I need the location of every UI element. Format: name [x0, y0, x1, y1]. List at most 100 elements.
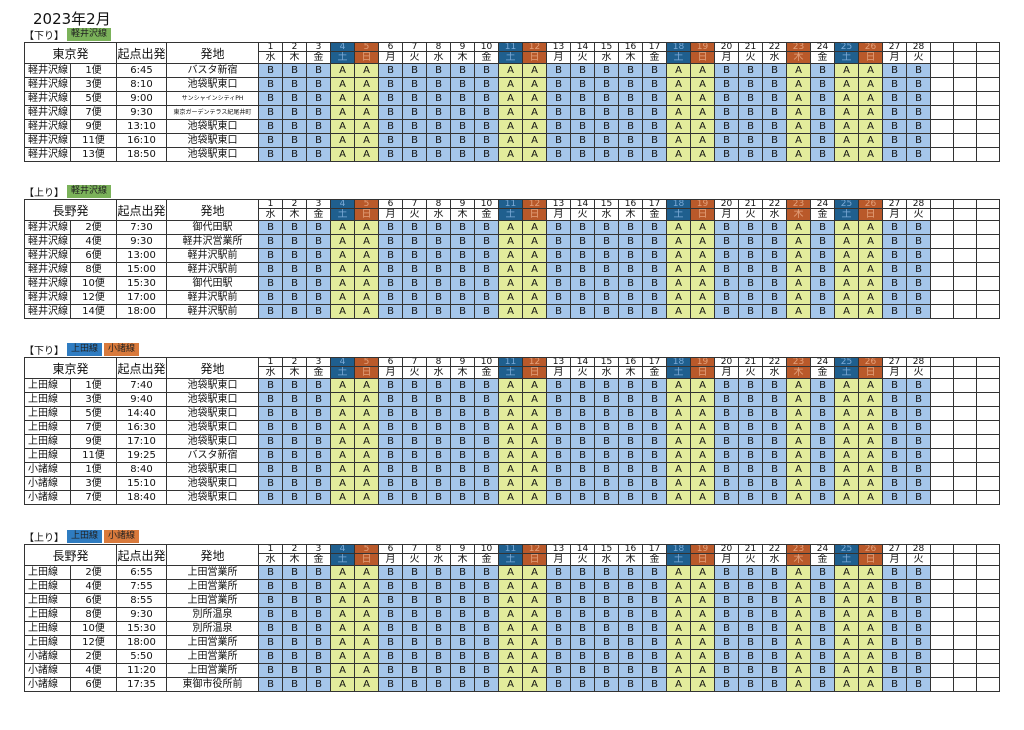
line-name: 軽井沢線 [24, 262, 71, 277]
fare-cell: B [738, 448, 763, 463]
fare-cell: B [714, 420, 739, 435]
fare-cell: B [642, 91, 667, 106]
day-number: 1 [258, 42, 283, 52]
fare-cell: A [690, 593, 715, 608]
day-number: 8 [426, 199, 451, 209]
day-number: 12 [522, 357, 547, 367]
fare-cell: B [258, 220, 283, 235]
fare-cell: A [666, 304, 691, 319]
weekday: 日 [522, 553, 547, 566]
fare-cell: B [474, 63, 499, 78]
fare-cell: B [282, 248, 307, 263]
fare-cell: A [666, 476, 691, 491]
fare-cell: B [642, 276, 667, 291]
fare-cell: B [450, 262, 475, 277]
fare-cell: B [402, 593, 427, 608]
day-number: 3 [306, 199, 331, 209]
fare-cell: B [906, 248, 931, 263]
fare-cell: A [666, 677, 691, 692]
fare-cell: B [570, 304, 595, 319]
departure-time: 18:40 [116, 490, 167, 505]
fare-cell: B [426, 448, 451, 463]
fare-cell: B [402, 420, 427, 435]
day-number: 4 [330, 199, 355, 209]
weekday: 月 [378, 553, 403, 566]
fare-cell: B [306, 276, 331, 291]
fare-cell: B [474, 565, 499, 580]
fare-cell: B [450, 677, 475, 692]
fare-cell: B [882, 63, 907, 78]
blank-cell [976, 649, 1000, 664]
fare-cell: B [714, 304, 739, 319]
fare-cell: B [546, 462, 571, 477]
fare-cell: B [906, 677, 931, 692]
day-number: 24 [810, 199, 835, 209]
fare-cell: B [738, 220, 763, 235]
fare-cell: B [594, 304, 619, 319]
blank-cell [953, 105, 977, 120]
day-number: 14 [570, 544, 595, 554]
fare-cell: A [498, 607, 523, 622]
fare-cell: B [570, 476, 595, 491]
line-name: 軽井沢線 [24, 220, 71, 235]
fare-cell: B [594, 677, 619, 692]
fare-cell: B [474, 304, 499, 319]
fare-cell: A [834, 262, 859, 277]
day-number: 22 [762, 199, 787, 209]
fare-cell: A [522, 649, 547, 664]
fare-cell: B [906, 649, 931, 664]
fare-cell: A [354, 565, 379, 580]
day-number: 1 [258, 357, 283, 367]
schedule-row: 上田線 7便 16:30 池袋駅東口 B B B A A B B B B B A A B B B B B A A B B B A B A… [24, 420, 1000, 435]
fare-cell: A [498, 77, 523, 92]
fare-cell: B [450, 378, 475, 393]
fare-cell: A [786, 105, 811, 120]
fare-cell: B [426, 420, 451, 435]
departure-stop: 御代田駅 [166, 220, 259, 235]
fare-cell: B [738, 290, 763, 305]
fare-cell: A [330, 677, 355, 692]
schedule-row: 軽井沢線 14便 18:00 軽井沢駅前 B B B A A B B B B B A A B B B B B A A B B B A… [24, 304, 1000, 319]
fare-cell: A [834, 635, 859, 650]
fare-cell: A [690, 406, 715, 421]
fare-cell: A [354, 304, 379, 319]
fare-cell: A [330, 565, 355, 580]
weekday: 日 [522, 208, 547, 221]
weekday: 金 [306, 553, 331, 566]
fare-cell: A [498, 378, 523, 393]
fare-cell: B [258, 565, 283, 580]
fare-cell: B [258, 420, 283, 435]
fare-cell: B [282, 635, 307, 650]
day-number: 20 [714, 42, 739, 52]
fare-cell: A [522, 420, 547, 435]
fare-cell: B [306, 677, 331, 692]
blank-cell [930, 378, 954, 393]
fare-cell: B [402, 649, 427, 664]
fare-cell: B [402, 105, 427, 120]
day-number: 27 [882, 544, 907, 554]
fare-cell: A [666, 649, 691, 664]
fare-cell: A [834, 565, 859, 580]
fare-cell: A [858, 434, 883, 449]
weekday: 金 [474, 553, 499, 566]
fare-cell: A [690, 677, 715, 692]
section-header: 【上り】 上田線 小諸線 [24, 529, 141, 544]
weekday: 土 [498, 51, 523, 64]
departure-time: 14:40 [116, 406, 167, 421]
fare-cell: A [690, 119, 715, 134]
fare-cell: B [762, 77, 787, 92]
fare-cell: A [834, 621, 859, 636]
departure-stop: 上田営業所 [166, 663, 259, 678]
weekday: 火 [738, 366, 763, 379]
fare-cell: B [426, 147, 451, 162]
fare-cell: A [834, 119, 859, 134]
section-header: 【下り】 上田線 小諸線 [24, 342, 141, 357]
fare-cell: B [618, 607, 643, 622]
blank-cell [953, 579, 977, 594]
departure-stop: 池袋駅東口 [166, 77, 259, 92]
fare-cell: B [906, 490, 931, 505]
fare-cell: A [330, 593, 355, 608]
fare-cell: A [522, 304, 547, 319]
blank-cell [930, 593, 954, 608]
fare-cell: B [570, 290, 595, 305]
